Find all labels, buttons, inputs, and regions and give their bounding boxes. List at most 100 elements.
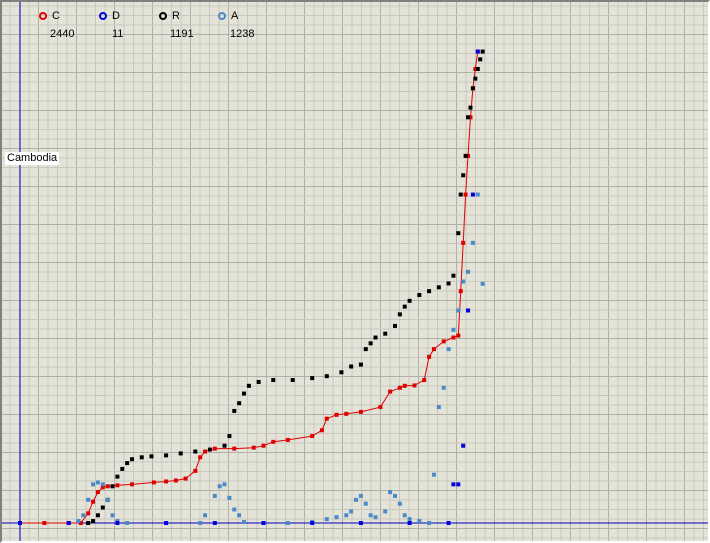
- data-point-r: [458, 192, 463, 197]
- data-point-c: [402, 383, 407, 388]
- data-point-c: [358, 409, 363, 414]
- data-point-d: [466, 308, 471, 313]
- data-point-d: [115, 521, 120, 525]
- legend-marker-r: [159, 12, 167, 20]
- data-point-a: [373, 515, 378, 520]
- data-point-r: [427, 289, 432, 294]
- data-point-a: [125, 521, 130, 525]
- legend-label-c: C: [52, 10, 60, 22]
- data-point-c: [105, 484, 110, 489]
- data-point-a: [334, 515, 339, 520]
- data-point-c: [130, 482, 135, 487]
- series-d: [18, 49, 480, 525]
- data-point-r: [373, 335, 378, 340]
- data-point-a: [198, 521, 203, 525]
- legend-value-d: 11: [112, 28, 124, 40]
- data-point-r: [232, 408, 237, 413]
- data-point-a: [392, 493, 397, 498]
- data-point-d: [164, 521, 169, 525]
- data-point-a: [461, 279, 466, 284]
- series-c: [18, 49, 480, 525]
- data-point-a: [441, 385, 446, 390]
- data-point-a: [388, 490, 393, 495]
- data-point-a: [237, 513, 242, 518]
- data-point-c: [473, 66, 478, 71]
- data-point-c: [173, 478, 178, 483]
- data-point-r: [475, 66, 480, 71]
- data-point-a: [349, 509, 354, 514]
- data-point-a: [105, 497, 110, 502]
- data-point-r: [466, 115, 471, 120]
- data-point-c: [310, 434, 315, 439]
- data-point-d: [66, 521, 71, 525]
- data-point-d: [475, 49, 480, 54]
- data-point-a: [431, 472, 436, 477]
- data-point-r: [461, 173, 466, 178]
- data-point-a: [86, 497, 91, 502]
- data-point-c: [212, 446, 217, 451]
- data-point-d: [310, 521, 315, 525]
- data-point-a: [110, 513, 115, 518]
- data-point-c: [198, 455, 203, 460]
- country-label: Cambodia: [5, 152, 60, 165]
- data-point-a: [358, 493, 363, 498]
- data-point-c: [42, 521, 47, 525]
- data-point-r: [349, 364, 354, 369]
- data-point-c: [422, 378, 427, 383]
- data-point-c: [463, 192, 468, 197]
- data-point-r: [115, 474, 120, 479]
- data-point-r: [383, 331, 388, 336]
- data-point-r: [480, 49, 485, 54]
- data-point-d: [456, 482, 461, 487]
- data-point-c: [456, 333, 461, 338]
- data-point-r: [120, 466, 125, 471]
- data-point-r: [392, 323, 397, 328]
- series-layer: [18, 49, 485, 525]
- data-point-r: [178, 451, 183, 456]
- data-point-d: [18, 521, 22, 525]
- data-point-r: [193, 449, 198, 454]
- legend-label-a: A: [231, 10, 239, 22]
- legend-marker-a: [218, 12, 226, 20]
- data-point-d: [407, 521, 412, 525]
- data-point-d: [212, 521, 217, 525]
- data-point-a: [456, 308, 461, 313]
- data-point-a: [81, 513, 86, 518]
- data-point-c: [412, 383, 417, 388]
- data-point-a: [227, 495, 232, 500]
- data-point-c: [100, 485, 105, 490]
- data-point-a: [436, 405, 441, 410]
- data-point-c: [334, 412, 339, 417]
- series-a: [76, 192, 485, 525]
- data-point-d: [451, 482, 456, 487]
- data-point-c: [319, 428, 324, 433]
- data-point-a: [285, 521, 290, 525]
- data-point-c: [151, 480, 156, 485]
- legend-value-c: 2440: [50, 28, 75, 40]
- data-point-d: [461, 443, 466, 448]
- data-point-a: [324, 517, 329, 522]
- data-point-a: [100, 482, 105, 487]
- data-point-c: [193, 468, 198, 473]
- data-point-r: [125, 461, 130, 466]
- data-point-r: [246, 383, 251, 388]
- data-point-d: [261, 521, 266, 525]
- data-point-d: [470, 192, 475, 197]
- data-point-r: [451, 273, 456, 278]
- data-point-d: [446, 521, 451, 525]
- data-point-c: [285, 437, 290, 442]
- data-point-r: [339, 370, 344, 375]
- data-point-a: [397, 501, 402, 506]
- data-point-a: [417, 519, 422, 524]
- data-point-a: [466, 269, 471, 274]
- data-point-r: [164, 453, 169, 458]
- data-point-a: [203, 513, 208, 518]
- data-point-r: [402, 304, 407, 309]
- legend-value-a: 1238: [230, 28, 255, 40]
- data-point-c: [86, 511, 91, 516]
- data-point-r: [470, 86, 475, 91]
- legend-marker-d: [99, 12, 107, 20]
- data-point-r: [242, 391, 247, 396]
- data-point-r: [324, 374, 329, 379]
